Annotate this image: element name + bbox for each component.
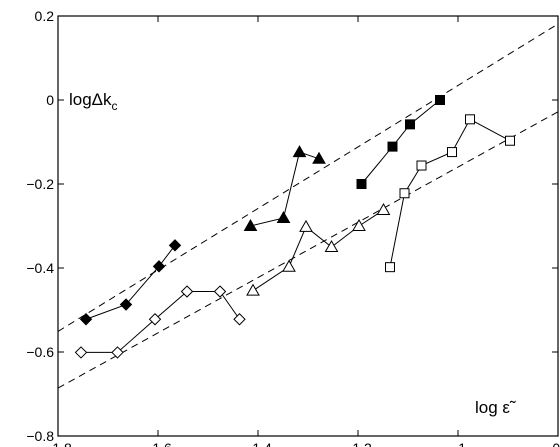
data-point-diamond [119, 298, 133, 311]
y-tick-label: −0.4 [26, 260, 54, 276]
data-point-square [505, 135, 515, 146]
x-axis-title: log ε̃ [475, 398, 516, 417]
x-tick-label: −1.4 [244, 440, 272, 447]
axis-ticks: −0.8 −0.6 −0.4 −0.2 0 0.2 −1.8 −1.6 −1.4 −1.2 −1 −0… [26, 8, 560, 447]
data-point-square [399, 188, 410, 199]
data-point-triangle [324, 239, 339, 252]
data-series [74, 95, 515, 359]
series-square-open [385, 114, 515, 273]
data-point-triangle [352, 218, 366, 231]
fit-line [58, 111, 558, 389]
series-diamond-open [74, 285, 246, 359]
data-point-triangle [292, 145, 307, 158]
series-triangle-filled [243, 145, 326, 231]
data-point-square [405, 119, 415, 130]
data-point-triangle [376, 203, 391, 216]
data-point-diamond [233, 313, 246, 326]
data-point-diamond [152, 260, 166, 273]
data-point-triangle [299, 219, 313, 232]
data-point-diamond [168, 239, 182, 252]
series-line [389, 118, 511, 268]
plot-frame [57, 15, 559, 437]
series-triangle-open [246, 203, 391, 296]
x-tick-label: −1.8 [44, 440, 72, 447]
data-point-triangle [282, 259, 296, 272]
data-point-diamond [180, 285, 194, 298]
series-line [361, 99, 441, 185]
data-point-square [447, 147, 457, 158]
fit-line [58, 23, 558, 332]
series-square-filled [356, 95, 445, 189]
series-line [252, 209, 384, 292]
fit-lines [58, 23, 558, 389]
data-point-square [465, 114, 475, 125]
y-tick-label: −0.6 [26, 344, 54, 360]
data-point-square [387, 141, 398, 152]
x-tick-label: −1.6 [144, 440, 172, 447]
data-point-diamond [148, 313, 162, 326]
data-point-diamond [74, 346, 88, 359]
x-tick-label: −1 [450, 440, 466, 447]
data-point-square [356, 179, 367, 189]
data-point-triangle [312, 151, 326, 164]
data-point-square [435, 95, 445, 105]
x-tick-label: −1.2 [344, 440, 372, 447]
y-tick-label: −0.2 [26, 176, 54, 192]
series-line [85, 245, 176, 320]
data-point-diamond [213, 285, 227, 298]
y-tick-label: 0.2 [35, 8, 55, 24]
y-axis-title: logΔkc [69, 90, 118, 113]
data-point-triangle [276, 211, 291, 224]
data-point-triangle [243, 218, 258, 231]
series-line [250, 151, 320, 227]
data-point-diamond [79, 313, 93, 326]
y-tick-label: 0 [46, 92, 54, 108]
series-diamond-filled [79, 239, 182, 326]
data-point-square [416, 160, 427, 171]
x-tick-label: −0.8 [544, 440, 560, 447]
data-point-triangle [246, 283, 260, 296]
y-tick-label: −0.8 [26, 428, 54, 444]
data-point-square [385, 262, 395, 273]
data-point-diamond [111, 346, 124, 359]
